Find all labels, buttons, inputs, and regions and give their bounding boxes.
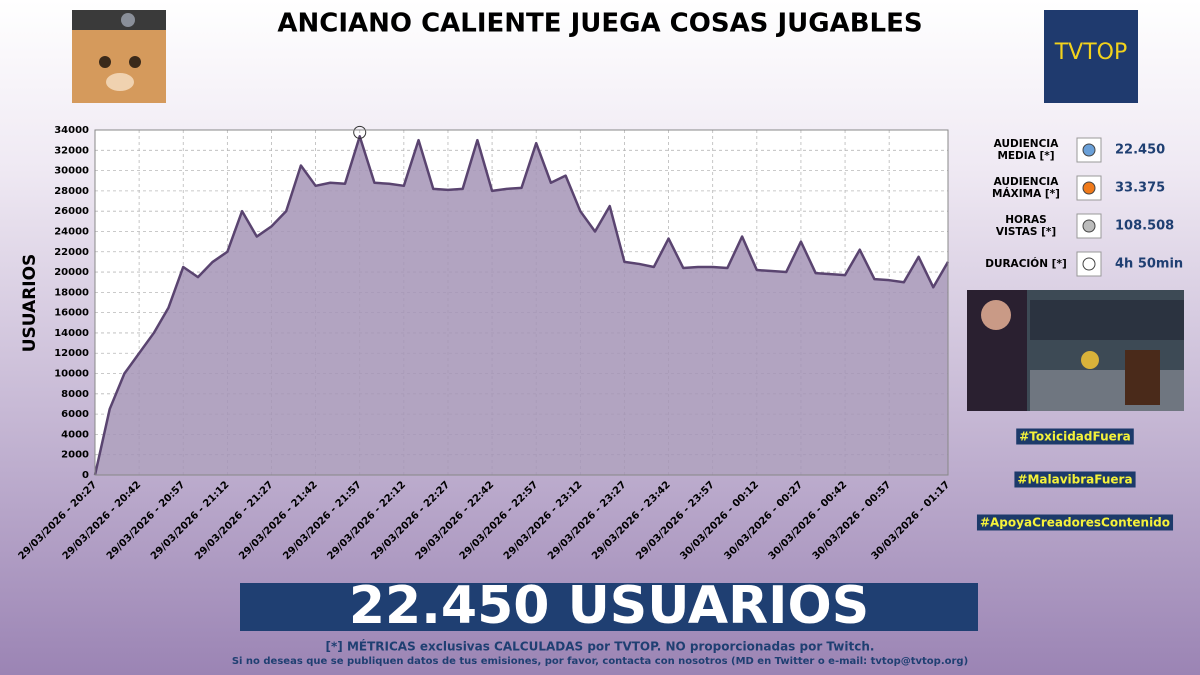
hashtag-box [1014,471,1136,488]
stat-label: VISTAS [*] [996,226,1056,238]
stat-label: HORAS [1005,214,1047,226]
hashtag-box [976,514,1174,531]
max-marker [353,125,367,139]
hashtag-box [1016,428,1134,445]
y-tick-label: 14000 [54,328,89,339]
line [93,135,950,476]
y-tick-label: 4000 [61,429,89,440]
footer-contact: Si no deseas que se publiquen datos de t… [232,656,968,667]
stat-icon-glyph [1082,257,1096,271]
y-tick-label: 8000 [61,389,89,400]
y-axis-label: USUARIOS [20,254,40,353]
stat-value: 4h 50min [1115,257,1183,272]
hashtag: #ApoyaCreadoresContenido [980,516,1170,530]
y-tick-label: 26000 [54,206,89,217]
area [95,136,948,475]
y-tick-label: 2000 [61,450,89,461]
y-tick-label: 34000 [54,125,89,136]
hashtag: #ToxicidadFuera [1019,430,1131,444]
plot-border [94,129,949,476]
title: ANCIANO CALIENTE JUEGA COSAS JUGABLES [277,9,922,39]
stat-icon-glyph [1082,219,1096,233]
stat-icon-glyph [1082,143,1096,157]
banner-box [240,583,978,631]
banner-text: 22.450 USUARIOS [349,576,869,636]
y-tick-label: 18000 [54,287,89,298]
y-tick-label: 0 [82,470,89,481]
stat-icon-glyph [1082,181,1096,195]
stat-label: MEDIA [*] [997,150,1054,162]
stream-thumbnail [967,290,1184,411]
y-tick-label: 16000 [54,308,89,319]
stat-label: DURACIÓN [*] [985,257,1067,270]
y-tick-label: 22000 [54,247,89,258]
y-tick-label: 32000 [54,145,89,156]
y-tick-label: 24000 [54,226,89,237]
y-tick-label: 30000 [54,166,89,177]
y-tick-label: 28000 [54,186,89,197]
avatar [72,10,166,103]
stat-value: 22.450 [1115,143,1165,158]
y-tick-label: 12000 [54,348,89,359]
stat-label: AUDIENCIA [994,138,1060,150]
footer-note: [*] MÉTRICAS exclusivas CALCULADAS por T… [326,639,875,654]
hashtag: #MalavibraFuera [1017,473,1132,487]
stat-label: MÁXIMA [*] [992,187,1060,200]
logo-text: TVTOP [1054,40,1128,65]
stat-value: 33.375 [1115,181,1165,196]
y-tick-label: 6000 [61,409,89,420]
stat-value: 108.508 [1115,219,1174,234]
stat-label: AUDIENCIA [994,176,1060,188]
logo: TVTOP [1044,10,1138,103]
y-tick-label: 20000 [54,267,89,278]
y-tick-label: 10000 [54,369,89,380]
